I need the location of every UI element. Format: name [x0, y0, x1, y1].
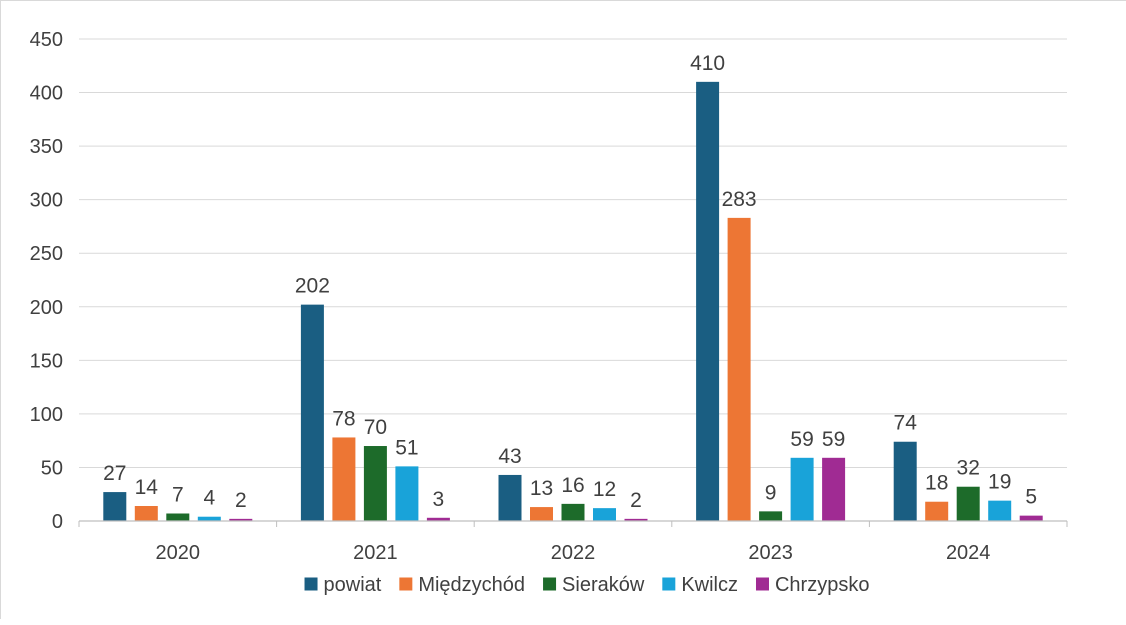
x-tick-label: 2023 [748, 542, 793, 564]
bar [1019, 515, 1043, 521]
bar [332, 437, 356, 521]
bar [759, 511, 783, 521]
gridlines [79, 38, 1067, 468]
legend-label: Sieraków [562, 574, 645, 596]
bar [956, 486, 980, 521]
data-label: 12 [593, 478, 616, 501]
data-label: 3 [433, 488, 445, 511]
bar [593, 508, 616, 521]
bar [696, 81, 720, 521]
legend-label: Międzychód [418, 574, 525, 596]
y-tick-label: 350 [30, 136, 63, 158]
bar [988, 500, 1012, 521]
data-label: 2 [630, 489, 642, 512]
bar [395, 466, 419, 521]
legend: powiat Międzychód Sieraków Kwilcz Chrzypsko [304, 574, 869, 596]
data-label: 4 [203, 487, 215, 510]
x-tick-label: 2024 [946, 542, 991, 564]
bar [925, 501, 949, 521]
bar [197, 516, 221, 521]
data-label: 202 [295, 275, 330, 298]
y-tick-label: 50 [41, 457, 63, 479]
y-tick-label: 400 [30, 83, 63, 105]
bar [498, 474, 522, 521]
data-label: 9 [765, 481, 777, 504]
y-tick-label: 0 [52, 511, 63, 533]
legend-swatch [399, 577, 413, 591]
data-label: 7 [172, 484, 184, 507]
bar [166, 513, 190, 521]
data-label: 14 [135, 476, 159, 499]
y-tick-label: 450 [30, 29, 63, 51]
bar [229, 518, 253, 521]
y-tick-label: 200 [30, 297, 63, 319]
x-axis-ticks: 2020 2021 2022 2023 2024 [78, 521, 1068, 564]
legend-swatch [543, 577, 557, 591]
y-axis-ticks: 0 50 100 150 200 250 300 350 400 450 [30, 29, 63, 533]
data-label: 59 [822, 428, 845, 451]
data-label: 18 [925, 472, 948, 495]
bar [561, 503, 585, 521]
data-label: 78 [332, 407, 355, 430]
data-label: 283 [722, 188, 757, 211]
data-label: 74 [894, 412, 918, 435]
data-label: 32 [957, 457, 980, 480]
x-tick-label: 2020 [156, 542, 201, 564]
legend-label: Chrzypsko [775, 574, 869, 596]
bar [426, 517, 450, 521]
data-label: 16 [561, 474, 584, 497]
x-tick-label: 2021 [353, 542, 398, 564]
bar [893, 441, 917, 521]
data-label: 70 [364, 416, 387, 439]
data-label: 410 [690, 52, 725, 75]
data-label: 13 [530, 477, 553, 500]
y-tick-label: 150 [30, 350, 63, 372]
y-tick-label: 100 [30, 404, 63, 426]
bar [822, 457, 846, 521]
bar [727, 217, 751, 521]
x-tick-label: 2022 [551, 542, 596, 564]
bar [790, 457, 814, 521]
data-label: 19 [988, 471, 1011, 494]
data-label: 27 [103, 462, 126, 485]
bar [103, 492, 127, 521]
bar [300, 304, 324, 521]
bar [134, 506, 158, 521]
legend-swatch [304, 577, 318, 591]
data-label: 5 [1025, 486, 1037, 509]
legend-swatch [755, 577, 769, 591]
bar [624, 518, 648, 521]
y-tick-label: 250 [30, 243, 63, 265]
bar [530, 507, 553, 521]
data-label: 43 [498, 445, 521, 468]
data-label: 51 [395, 436, 418, 459]
y-tick-label: 300 [30, 190, 63, 212]
legend-swatch [662, 577, 676, 591]
bar [363, 446, 387, 521]
data-label: 2 [235, 489, 247, 512]
legend-label: Kwilcz [681, 574, 738, 596]
bars [103, 81, 1043, 521]
data-label: 59 [790, 428, 813, 451]
legend-label: powiat [324, 574, 382, 596]
